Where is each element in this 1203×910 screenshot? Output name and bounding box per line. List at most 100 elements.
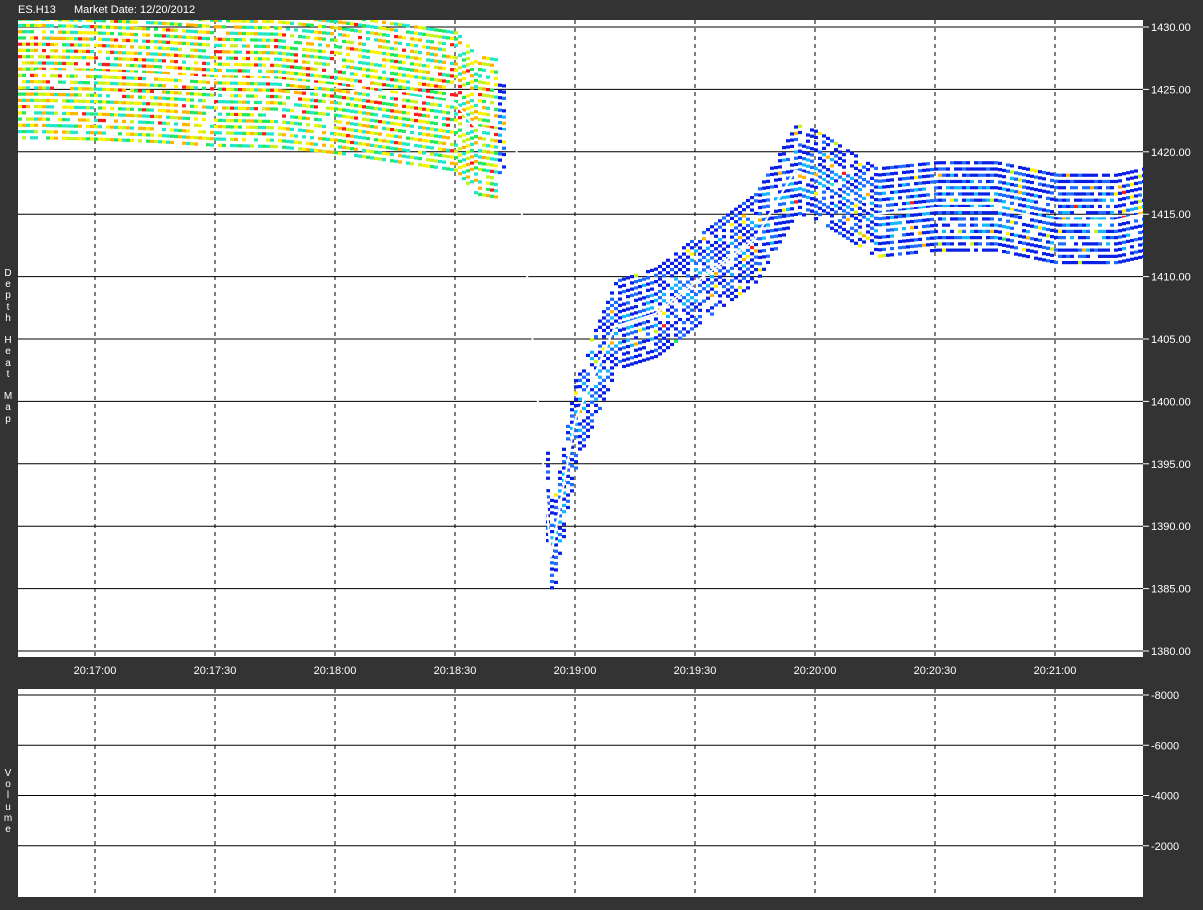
heat-cell — [214, 137, 218, 141]
heat-cell — [810, 172, 814, 176]
heat-cell — [194, 86, 198, 90]
heat-cell — [298, 66, 302, 70]
heat-cell — [226, 37, 230, 42]
heat-cell — [546, 532, 550, 536]
heat-cell — [1066, 211, 1070, 215]
heat-cell — [638, 291, 642, 295]
heat-cell — [258, 44, 262, 48]
heat-cell — [854, 166, 858, 170]
heat-cell — [602, 378, 606, 382]
heat-cell — [402, 23, 406, 27]
heat-cell — [366, 93, 370, 97]
heat-cell — [350, 115, 354, 120]
heat-cell — [462, 139, 466, 143]
heat-cell — [354, 22, 358, 27]
heat-cell — [622, 327, 626, 331]
heat-cell — [754, 280, 758, 284]
heat-cell — [186, 135, 190, 139]
heat-cell — [566, 437, 570, 441]
heat-cell — [586, 422, 590, 426]
heat-cell — [302, 29, 306, 33]
heat-cell — [442, 123, 446, 127]
heat-cell — [34, 42, 38, 46]
heat-cell — [126, 51, 130, 55]
heat-cell — [238, 144, 242, 148]
heat-cell — [746, 198, 750, 203]
heat-cell — [614, 350, 618, 354]
heat-cell — [914, 175, 918, 180]
heat-cell — [30, 23, 34, 28]
heat-cell — [170, 66, 174, 70]
heat-cell — [142, 101, 146, 106]
heat-cell — [218, 56, 222, 60]
heat-cell — [742, 289, 746, 293]
heat-cell — [726, 219, 730, 223]
heat-cell — [994, 173, 998, 177]
heat-cell — [282, 45, 286, 50]
heat-cell — [62, 61, 66, 66]
heat-cell — [810, 178, 814, 182]
heat-cell — [458, 91, 462, 95]
heat-cell — [390, 109, 394, 113]
heat-cell — [342, 64, 346, 69]
heat-cell — [286, 89, 290, 94]
heat-cell — [654, 292, 658, 296]
heat-cell — [322, 137, 326, 141]
heat-cell — [350, 78, 354, 82]
heat-cell — [714, 253, 718, 257]
heat-cell — [766, 223, 770, 227]
heat-cell — [890, 253, 894, 257]
heat-cell — [934, 179, 938, 184]
heat-cell — [178, 78, 182, 83]
heat-cell — [1018, 178, 1022, 182]
heat-cell — [1034, 212, 1038, 217]
heat-cell — [338, 101, 342, 105]
heat-map-plot-area[interactable] — [18, 0, 1146, 657]
heat-cell — [310, 67, 314, 71]
heat-cell — [886, 197, 890, 201]
heat-cell — [1010, 232, 1014, 237]
heat-cell — [454, 168, 458, 172]
heat-cell — [834, 154, 838, 158]
heat-cell — [594, 360, 598, 364]
price-tick-label: 1425.00 — [1151, 84, 1191, 96]
heat-cell — [494, 107, 498, 112]
heat-cell — [726, 244, 730, 248]
heat-cell — [642, 277, 646, 281]
heat-cell — [390, 140, 394, 144]
heat-cell — [406, 161, 410, 165]
heat-cell — [350, 134, 354, 138]
heat-cell — [1030, 212, 1034, 216]
heat-cell — [822, 140, 826, 144]
heat-cell — [1022, 241, 1026, 245]
heat-cell — [410, 124, 414, 128]
heat-cell — [298, 41, 302, 45]
heat-cell — [38, 42, 42, 46]
heat-cell — [314, 124, 318, 128]
heat-cell — [342, 114, 346, 118]
heat-cell — [366, 62, 370, 66]
heat-cell — [122, 94, 126, 99]
heat-cell — [810, 134, 814, 138]
heat-cell — [246, 125, 250, 129]
heat-cell — [774, 178, 778, 182]
heat-cell — [182, 72, 186, 77]
heat-cell — [642, 321, 646, 325]
heat-cell — [662, 336, 666, 340]
heat-cell — [982, 192, 986, 196]
heat-cell — [18, 55, 22, 59]
heat-cell — [654, 354, 658, 359]
heat-cell — [582, 369, 586, 373]
heat-cell — [254, 50, 258, 55]
heat-cell — [1098, 186, 1102, 190]
heat-cell — [858, 237, 862, 242]
heat-cell — [550, 536, 554, 540]
heat-cell — [334, 119, 338, 124]
heat-cell — [494, 182, 498, 187]
heat-cell — [166, 134, 170, 138]
heat-cell — [394, 109, 398, 114]
heat-cell — [850, 232, 854, 237]
heat-cell — [774, 172, 778, 176]
heat-cell — [1070, 186, 1074, 190]
heat-cell — [762, 236, 766, 240]
